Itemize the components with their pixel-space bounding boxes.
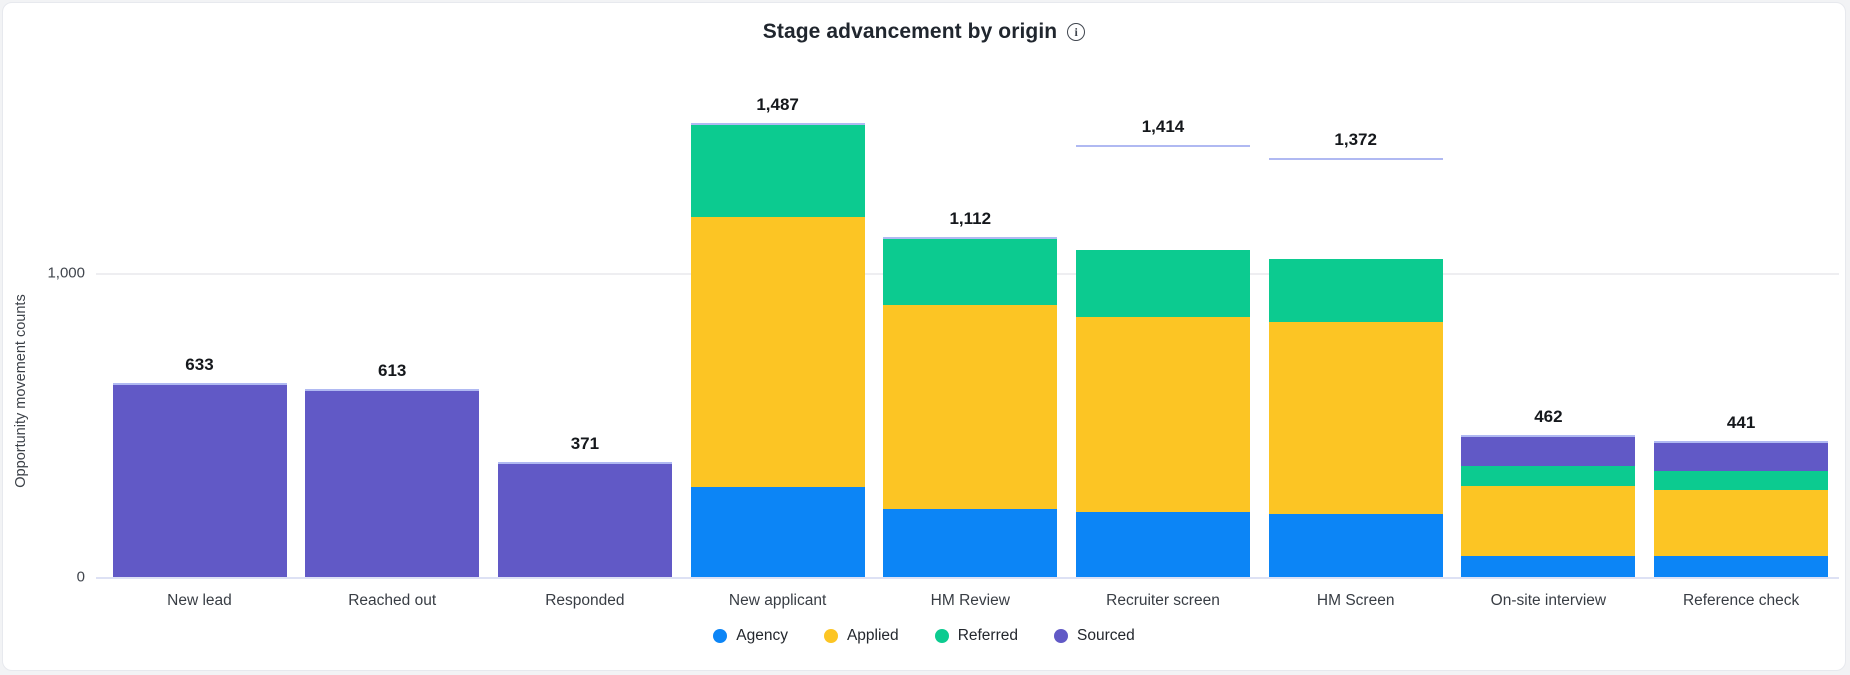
y-axis-title: Opportunity movement counts	[13, 294, 29, 488]
legend-label: Referred	[957, 627, 1018, 644]
bar-top-highlight	[1461, 434, 1636, 437]
bar-segment-referred[interactable]	[1654, 470, 1829, 491]
bar-segment-applied[interactable]	[1268, 321, 1443, 515]
legend-item-referred[interactable]: Referred	[934, 627, 1018, 645]
bar-segment-sourced[interactable]	[305, 390, 480, 577]
legend-item-applied[interactable]: Applied	[823, 627, 899, 645]
bar-segment-sourced[interactable]	[1461, 436, 1636, 467]
bar-segment-agency[interactable]	[1268, 514, 1443, 577]
legend-item-sourced[interactable]: Sourced	[1054, 627, 1135, 645]
bar-segment-applied[interactable]	[690, 217, 865, 488]
bar-top-highlight	[497, 462, 672, 465]
bar-total-label: 1,372	[1334, 129, 1377, 149]
y-tick-label: 1,000	[47, 264, 85, 282]
legend-dot-sourced	[1054, 629, 1068, 643]
legend-dot-applied	[823, 629, 838, 643]
bar-segment-agency[interactable]	[1076, 511, 1250, 577]
chart-header: Stage advancement by origin i	[3, 17, 1845, 47]
bar-segment-referred[interactable]	[1076, 249, 1250, 318]
bar-segment-sourced[interactable]	[1654, 442, 1829, 471]
x-axis-label: Reached out	[348, 592, 437, 609]
legend-dot-referred	[934, 629, 949, 643]
bar-total-label: 441	[1726, 412, 1756, 432]
bar-total-label: 633	[185, 354, 214, 374]
x-axis-label: New lead	[167, 592, 232, 609]
bar-segment-agency[interactable]	[1654, 555, 1829, 577]
bar-total-label: 1,414	[1141, 117, 1185, 137]
legend-label: Applied	[846, 627, 899, 644]
bar-top-highlight	[1076, 145, 1250, 148]
bar-total-label: 613	[378, 360, 407, 380]
bar-segment-sourced[interactable]	[497, 464, 672, 577]
bar-segment-referred[interactable]	[1461, 466, 1636, 487]
bar-segment-agency[interactable]	[1461, 555, 1636, 577]
bar-segment-applied[interactable]	[1461, 486, 1636, 556]
x-axis-label: HM Screen	[1316, 592, 1395, 609]
chart-title: Stage advancement by origin	[762, 20, 1058, 43]
bar-total-label: 371	[570, 434, 600, 454]
bar-segment-applied[interactable]	[1076, 317, 1250, 512]
legend: Agency Applied Referred Sourced	[3, 627, 1845, 645]
bar-top-highlight	[883, 236, 1058, 239]
x-axis-label: Responded	[545, 592, 625, 609]
info-icon[interactable]: i	[1067, 23, 1086, 41]
legend-label: Agency	[736, 627, 788, 644]
legend-dot-agency	[713, 629, 728, 643]
bar-top-highlight	[305, 388, 480, 391]
x-axis-label: On-site interview	[1490, 592, 1607, 609]
bar-segment-referred[interactable]	[883, 238, 1058, 305]
bar-total-label: 1,112	[949, 208, 992, 228]
legend-label: Sourced	[1077, 627, 1135, 644]
bar-segment-referred[interactable]	[1268, 259, 1443, 322]
bar-total-label: 1,487	[756, 94, 799, 114]
bar-segment-applied[interactable]	[1654, 490, 1829, 556]
legend-item-agency[interactable]: Agency	[713, 627, 788, 645]
x-axis-label: New applicant	[728, 592, 827, 609]
stacked-bar-chart: Opportunity movement counts 0 1,000 633 61…	[3, 3, 1845, 670]
bar-total-label: 462	[1534, 406, 1563, 426]
bar-top-highlight	[1654, 440, 1829, 443]
bar-top-highlight	[1268, 157, 1443, 160]
x-axis-label: Recruiter screen	[1106, 592, 1220, 609]
bar-segment-referred[interactable]	[690, 124, 865, 218]
bar-segment-agency[interactable]	[690, 487, 865, 577]
x-axis-label: Reference check	[1682, 592, 1800, 609]
bar-segment-sourced[interactable]	[112, 384, 287, 577]
x-axis-line	[96, 577, 1839, 579]
bar-top-highlight	[112, 382, 287, 385]
bar-top-highlight	[690, 122, 865, 125]
x-axis-label: HM Review	[930, 592, 1010, 609]
bar-segment-agency[interactable]	[883, 508, 1058, 577]
y-tick-label: 0	[76, 568, 85, 586]
bar-segment-applied[interactable]	[883, 304, 1058, 509]
